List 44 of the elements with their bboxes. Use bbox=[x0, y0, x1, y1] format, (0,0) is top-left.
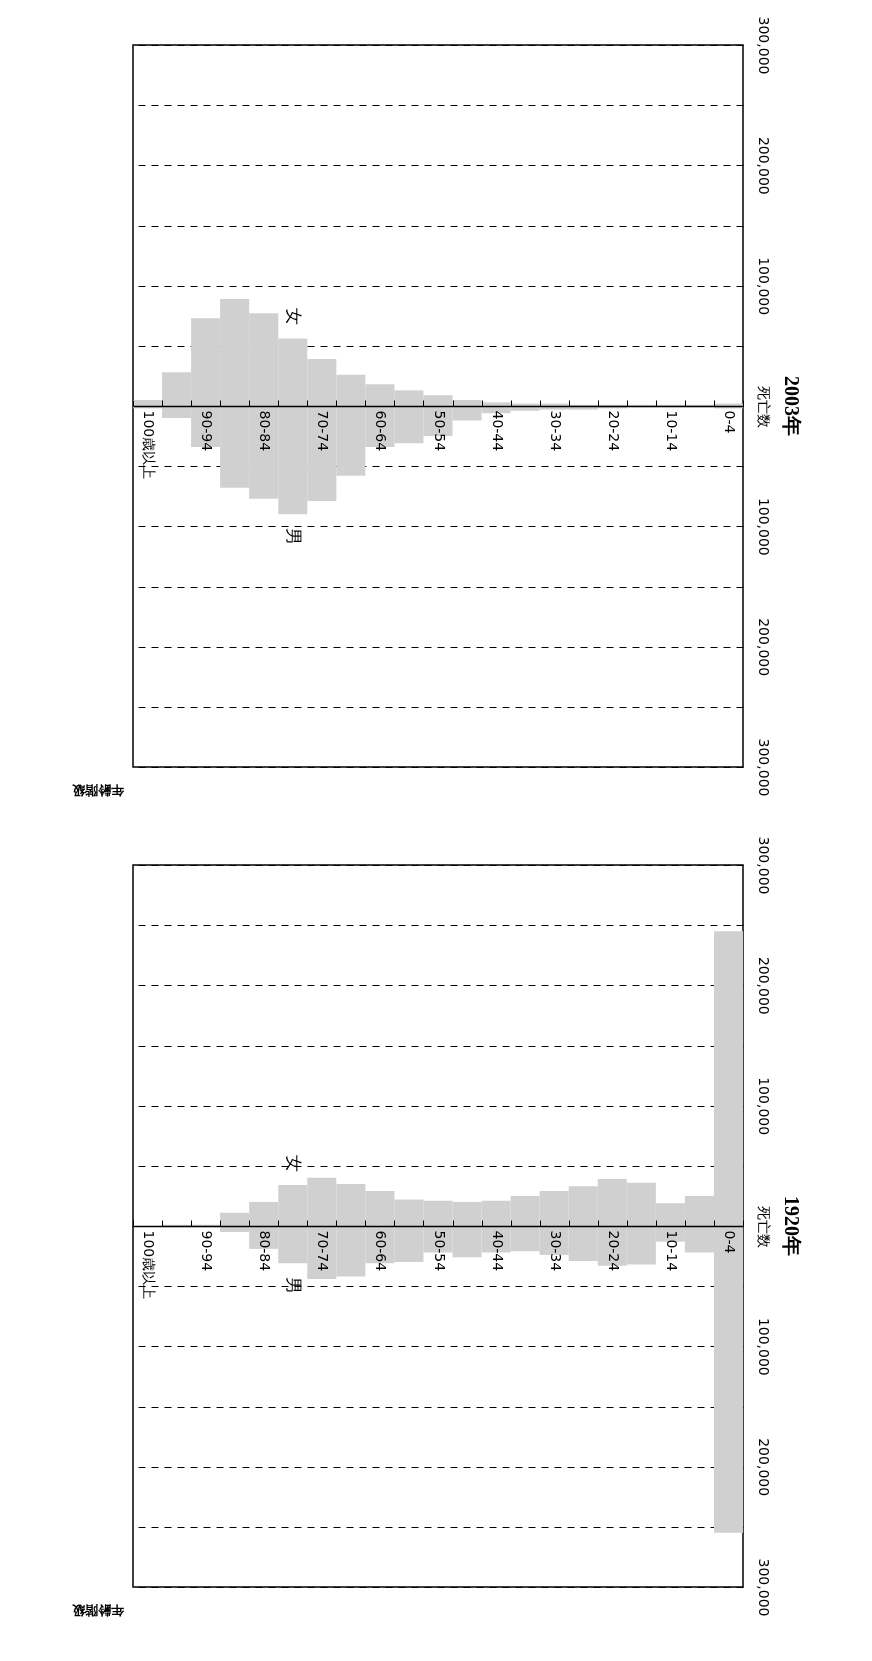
x-tick-label: 20-24 bbox=[605, 410, 622, 452]
x-axis-title: 年齢階級 bbox=[70, 1602, 125, 1618]
x-tick-label: 30-34 bbox=[547, 410, 564, 452]
text: 2003年 bbox=[781, 376, 803, 436]
x-tick-label: 90-94 bbox=[199, 1230, 216, 1272]
y-tick-label: 200,000 bbox=[755, 956, 772, 1015]
x-tick-label: 40-44 bbox=[489, 410, 506, 452]
x-tick-label: 60-64 bbox=[373, 410, 390, 452]
y-tick-label: 100,000 bbox=[755, 1077, 772, 1136]
x-tick-label: 30-34 bbox=[547, 1230, 564, 1272]
x-axis-title: 年齢階級 bbox=[70, 782, 125, 798]
text: 1920年 bbox=[781, 1196, 803, 1256]
x-tick-label: 50-54 bbox=[431, 1230, 448, 1272]
y-tick-label: 100,000 bbox=[755, 1317, 772, 1376]
y-tick-label: 300,000 bbox=[755, 16, 772, 75]
x-tick-label: 40-44 bbox=[489, 1230, 506, 1272]
y-tick-label: 死亡数 bbox=[755, 1205, 772, 1248]
x-tick-label: 50-54 bbox=[431, 410, 448, 452]
x-tick-label: 80-84 bbox=[257, 410, 274, 452]
y-tick-label: 100,000 bbox=[755, 497, 772, 556]
text: 男 bbox=[283, 527, 304, 545]
x-tick-label: 100歳以上 bbox=[141, 410, 158, 480]
text: 女 bbox=[283, 308, 304, 326]
x-tick-label: 100歳以上 bbox=[141, 1230, 158, 1300]
x-tick-label: 70-74 bbox=[315, 1230, 332, 1272]
y-tick-label: 200,000 bbox=[755, 618, 772, 677]
x-tick-label: 80-84 bbox=[257, 1230, 274, 1272]
x-tick-label: 0-4 bbox=[721, 410, 738, 434]
y-tick-label: 100,000 bbox=[755, 257, 772, 316]
x-tick-label: 90-94 bbox=[199, 410, 216, 452]
x-tick-label: 0-4 bbox=[721, 1230, 738, 1254]
text: 女 bbox=[283, 1154, 304, 1172]
y-tick-label: 300,000 bbox=[755, 738, 772, 797]
y-tick-label: 死亡数 bbox=[755, 385, 772, 428]
x-tick-label: 60-64 bbox=[373, 1230, 390, 1272]
y-tick-label: 200,000 bbox=[755, 136, 772, 195]
y-tick-label: 300,000 bbox=[755, 1558, 772, 1617]
x-tick-label: 10-14 bbox=[663, 1230, 680, 1272]
x-tick-label: 20-24 bbox=[605, 1230, 622, 1272]
y-tick-label: 300,000 bbox=[755, 836, 772, 895]
x-tick-label: 10-14 bbox=[663, 410, 680, 452]
y-tick-label: 200,000 bbox=[755, 1438, 772, 1497]
x-tick-label: 70-74 bbox=[315, 410, 332, 452]
text: 男 bbox=[283, 1276, 304, 1294]
